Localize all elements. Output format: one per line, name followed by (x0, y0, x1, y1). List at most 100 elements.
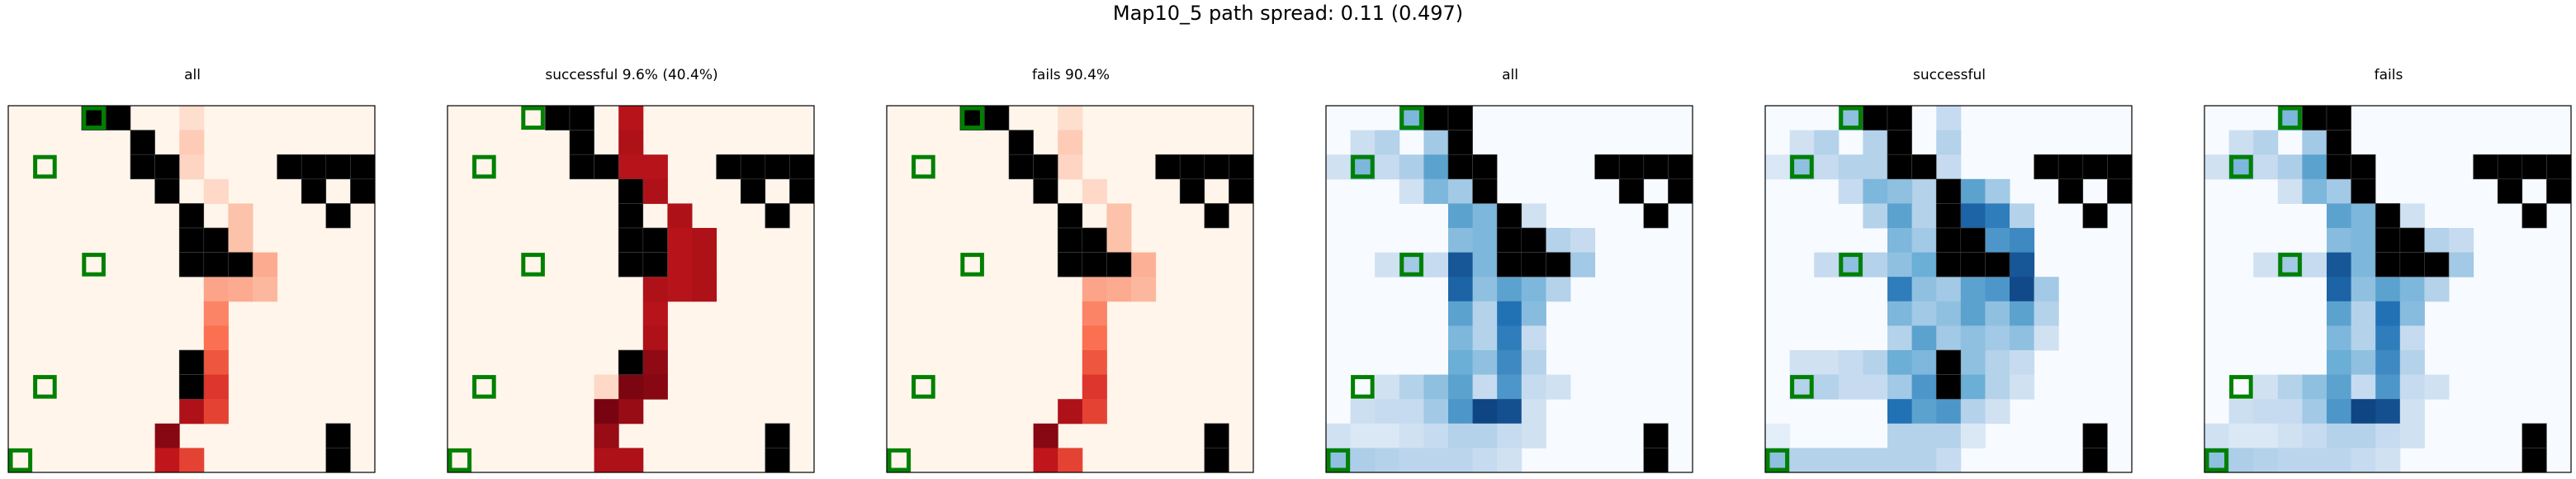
panel-frame (447, 105, 815, 473)
wall-cell (1204, 154, 1229, 180)
heatmap-cell (1082, 301, 1107, 326)
heatmap-cell (1472, 399, 1498, 424)
wall-cell (2399, 227, 2425, 253)
goal-marker (33, 154, 57, 179)
heatmap-cell (2034, 277, 2059, 302)
wall-cell (2522, 423, 2547, 448)
heatmap-cell (2253, 399, 2279, 424)
wall-cell (178, 227, 205, 253)
heatmap-cell (1887, 325, 1913, 351)
heatmap-cell (2351, 252, 2376, 277)
heatmap-cell (2424, 374, 2450, 400)
wall-cell (1008, 130, 1034, 155)
wall-cell (1229, 178, 1254, 204)
heatmap-cell (1985, 228, 2010, 254)
heatmap-cell (2399, 399, 2425, 424)
heatmap-cell (1472, 423, 1498, 448)
heatmap-cell (1911, 374, 1937, 400)
heatmap-cell (1497, 374, 1522, 400)
goal-marker (912, 154, 935, 179)
wall-cell (1033, 154, 1058, 180)
heatmap-cell (2399, 374, 2425, 400)
heatmap-cell (1375, 130, 1400, 155)
heatmap-cell (1521, 423, 1546, 448)
heatmap-cell (1960, 203, 1986, 229)
wall-cell (350, 178, 376, 204)
heatmap-cell (594, 399, 619, 424)
heatmap-cell (228, 277, 253, 302)
heatmap-cell (1911, 350, 1937, 376)
wall-cell (618, 227, 644, 253)
heatmap-cell (2204, 423, 2230, 448)
heatmap-cell (618, 374, 644, 400)
wall-cell (1496, 203, 1522, 229)
wall-cell (1082, 252, 1107, 277)
heatmap-cell (1911, 325, 1937, 351)
heatmap-cell (667, 252, 693, 277)
goal-marker (1790, 154, 1814, 179)
heatmap-cell (1887, 374, 1913, 400)
wall-cell (569, 105, 594, 130)
wall-cell (1447, 105, 1473, 130)
heatmap-cell (1423, 374, 1449, 400)
heatmap-cell (203, 301, 229, 326)
heatmap-cell (2351, 301, 2376, 326)
heatmap-cell (1887, 301, 1913, 326)
wall-cell (203, 227, 229, 253)
heatmap-cell (1106, 203, 1132, 229)
heatmap-cell (2302, 374, 2327, 400)
wall-cell (642, 252, 668, 277)
wall-cell (2522, 448, 2547, 473)
heatmap-cell (2375, 399, 2401, 424)
wall-cell (569, 130, 594, 155)
heatmap-cell (1911, 301, 1937, 326)
heatmap-cell (1985, 374, 2010, 400)
heatmap-cell (667, 228, 693, 254)
heatmap-cell (1521, 301, 1546, 326)
wall-cell (2351, 154, 2376, 180)
goal-marker (1839, 106, 1863, 130)
wall-cell (1204, 423, 1229, 448)
heatmap-cell (1472, 277, 1498, 302)
wall-cell (325, 154, 351, 180)
heatmap-cell (253, 252, 278, 277)
heatmap-cell (1960, 301, 1986, 326)
heatmap-cell (2327, 277, 2352, 302)
heatmap-cell (1106, 228, 1132, 254)
figure-title: Map10_5 path spread: 0.11 (0.497) (1112, 2, 1464, 25)
heatmap-cell (1521, 277, 1546, 302)
heatmap-cell (2375, 301, 2401, 326)
wall-cell (2107, 178, 2133, 204)
wall-cell (178, 374, 205, 400)
heatmap-cell (642, 178, 668, 204)
heatmap-cell (1058, 130, 1083, 155)
heatmap-cell (692, 277, 717, 302)
wall-cell (1935, 227, 1962, 253)
heatmap-cell (1814, 448, 1840, 473)
heatmap-cell (1887, 178, 1913, 204)
heatmap-cell (1936, 106, 1962, 131)
heatmap-cell (1472, 374, 1498, 400)
wall-cell (1618, 154, 1645, 180)
wall-cell (2082, 203, 2108, 229)
heatmap-cell (1570, 228, 1596, 254)
heatmap-cell (1789, 130, 1815, 155)
wall-cell (1179, 178, 1205, 204)
wall-cell (106, 105, 131, 130)
heatmap-cell (1521, 399, 1546, 424)
heatmap-cell (2302, 423, 2327, 448)
panel-title-5: successful (1913, 67, 1986, 83)
goal-marker (472, 154, 496, 179)
wall-cell (1546, 252, 1571, 277)
wall-cell (1935, 252, 1962, 277)
heatmap-cell (1960, 277, 1986, 302)
heatmap-cell (2327, 374, 2352, 400)
heatmap-cell (667, 203, 693, 229)
wall-cell (325, 423, 351, 448)
heatmap-cell (1350, 399, 1376, 424)
heatmap-cell (1399, 423, 1424, 448)
heatmap-cell (2327, 252, 2352, 277)
heatmap-cell (1448, 399, 1474, 424)
wall-cell (2057, 154, 2084, 180)
